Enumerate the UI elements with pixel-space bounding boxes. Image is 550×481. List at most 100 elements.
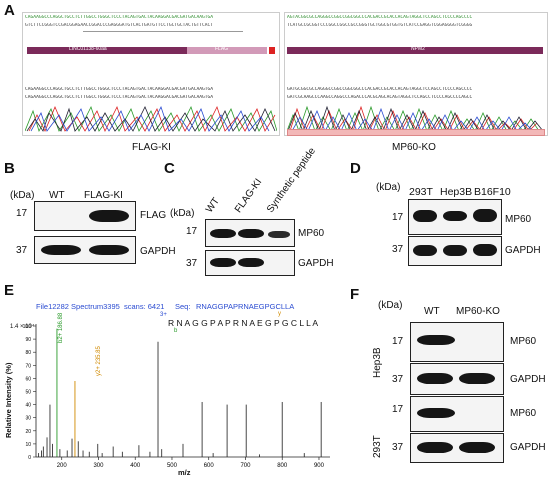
protein-label: GAPDH <box>510 374 546 385</box>
mw-label: 37 <box>392 442 404 453</box>
blot-gapdh <box>205 250 295 276</box>
blot-flag <box>34 201 136 231</box>
y-tick-label: 10 <box>25 442 31 448</box>
blot-gapdh <box>410 363 504 395</box>
protein-label: GAPDH <box>298 258 334 269</box>
cell-line-label: Hep3B <box>372 347 383 378</box>
mw-label: 17 <box>392 336 404 347</box>
band <box>413 245 437 256</box>
x-tick-label: 300 <box>93 463 104 469</box>
lane-label: FLAG-KI <box>84 190 123 201</box>
bar-label: LINC01138-60aa <box>69 46 107 52</box>
seq-line: CAGAAGGCCCAGGCTGCCTCTTGGCCTGGGCTCCCTACAG… <box>25 15 214 20</box>
lane-label: MP60-KO <box>456 306 500 317</box>
fragment-3plus: 3+ <box>160 312 167 318</box>
band <box>238 229 264 238</box>
lane-label: B16F10 <box>474 186 511 198</box>
lane-label: FLAG-KI <box>232 176 265 215</box>
lane-label: WT <box>49 190 65 201</box>
blot-mp60 <box>205 219 295 247</box>
protein-label: MP60 <box>510 408 537 419</box>
panel-a-left-caption: FLAG-KI <box>132 142 171 153</box>
mw-label: 17 <box>392 212 404 223</box>
lane-label: WT <box>424 306 440 317</box>
panel-a-right-caption: MP60-KO <box>392 142 436 153</box>
y-tick-label: 60 <box>25 376 31 382</box>
chromatogram <box>25 105 277 133</box>
lane-label: WT <box>203 195 222 215</box>
band <box>417 408 455 418</box>
band <box>443 211 467 221</box>
band <box>459 442 495 453</box>
seq-line: GATGCGGCGCCAGGGCCGGCCGGCGGCCCACGACCGCACC… <box>287 87 473 92</box>
lane-label: Hep3B <box>440 186 473 198</box>
protein-label: MP60 <box>505 214 532 225</box>
trace-bar <box>287 129 545 136</box>
protein-label: MP60 <box>298 228 325 239</box>
ion-label: b2+ 186.88 <box>58 312 64 343</box>
y-tick-label: 0 <box>28 455 31 461</box>
kda-label: (kDa) <box>376 182 401 193</box>
mw-label: 37 <box>16 245 28 256</box>
panel-d-label: D <box>350 160 361 177</box>
seq-line: TCATGCCGCGGTCCCGGCCGGCCGCCGGGTGCTGGCGTGG… <box>287 23 473 28</box>
band <box>41 245 81 255</box>
mw-label: 37 <box>392 374 404 385</box>
mw-label: 37 <box>186 258 198 269</box>
ion-label: y2+ 235.85 <box>96 346 102 376</box>
x-tick-label: 800 <box>277 463 288 469</box>
y-tick-label: 30 <box>25 416 31 422</box>
seq-line: AGTACGGCGCCAGGGCCGGCCGGCGGCCCACGACCGCACC… <box>287 15 473 20</box>
band <box>473 209 497 222</box>
cell-line-label: 293T <box>372 435 383 458</box>
panel-e-label: E <box>4 282 15 299</box>
panel-a-label: A <box>4 2 15 19</box>
x-tick-label: 900 <box>314 463 325 469</box>
kda-label: (kDa) <box>378 300 403 311</box>
blot-gapdh <box>408 236 502 266</box>
spectrum-scans: scans: 6421 <box>124 302 165 311</box>
spectrum-seq: RNAGGPAPRNAEGPGCLLA <box>196 302 295 311</box>
panel-c-label: C <box>164 160 175 177</box>
seq-line: CAGAAGGCCCAGGCTGCCTCTTGGCCTGGGCTCCCTACAG… <box>25 87 214 92</box>
red-marker <box>269 47 275 54</box>
mw-label: 17 <box>186 226 198 237</box>
y-tick-label: 70 <box>25 363 31 369</box>
x-tick-label: 200 <box>57 463 68 469</box>
ruler <box>83 31 243 42</box>
linc-bar: LINC01138-60aa <box>27 46 187 54</box>
blot-gapdh <box>410 433 504 463</box>
x-tick-label: 400 <box>130 463 141 469</box>
band <box>210 229 236 238</box>
band <box>459 373 495 384</box>
blot-mp60 <box>410 322 504 362</box>
y-tick-label: 90 <box>25 337 31 343</box>
blot-mp60 <box>410 396 504 432</box>
protein-label: GAPDH <box>140 246 176 257</box>
bar-label: NPM2 <box>411 46 425 52</box>
lane-label: Synthetic peptide <box>264 145 319 215</box>
mw-label: 17 <box>392 404 404 415</box>
band <box>417 373 453 384</box>
mw-label: 17 <box>16 208 28 219</box>
y-tick-label: 40 <box>25 403 31 409</box>
npm2-bar: NPM2 <box>287 46 543 54</box>
panel-f-label: F <box>350 286 360 303</box>
peptide-sequence: R N A G G P A P R N A E G P G C L L A <box>168 318 319 328</box>
fragment-y: y <box>278 311 281 317</box>
ms-spectrum: 200 300 400 500 600 700 800 900 0 10 20 30 40 50 60 70 8… <box>23 324 330 469</box>
band <box>443 245 467 256</box>
y-tick-label: 100 <box>23 324 32 330</box>
y-tick-label: 20 <box>25 429 31 435</box>
blot-mp60 <box>408 199 502 235</box>
band <box>89 210 129 222</box>
y-axis-label: Relative Intensity (%) <box>4 362 13 438</box>
protein-label: FLAG <box>140 210 167 221</box>
band <box>268 231 290 238</box>
y-tick-label: 50 <box>25 390 31 396</box>
spectrum-file: File12282 Spectrum3395 <box>36 302 120 311</box>
band <box>473 244 497 256</box>
spectrum-seq-label: Seq: <box>175 302 191 311</box>
protein-label: GAPDH <box>510 442 546 453</box>
band <box>417 442 453 453</box>
